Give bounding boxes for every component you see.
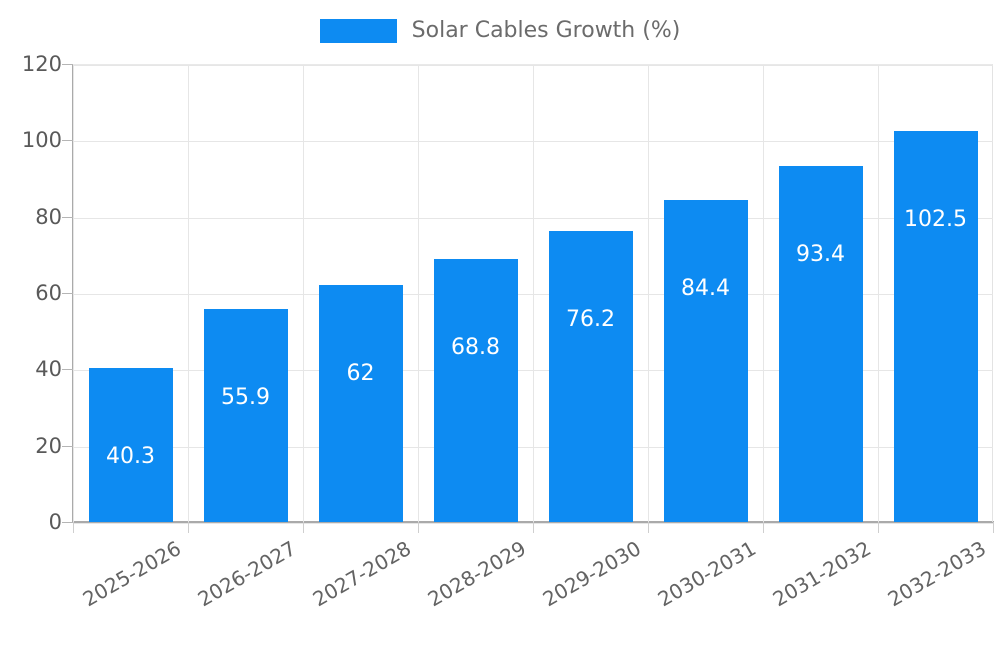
bar[interactable]: 62 [318, 285, 403, 522]
x-axis-tick-mark [533, 522, 534, 533]
gridline-vertical [878, 65, 879, 523]
bar-value-label: 76.2 [566, 307, 615, 333]
gridline-vertical [73, 65, 74, 523]
y-axis-tick-label: 80 [35, 204, 62, 229]
x-axis-tick-mark [418, 522, 419, 533]
y-axis-tick-mark [62, 522, 73, 523]
gridline-vertical [303, 65, 304, 523]
bar[interactable]: 93.4 [778, 165, 863, 522]
y-axis-tick-label: 40 [35, 357, 62, 382]
gridline-vertical [763, 65, 764, 523]
bar-value-label: 40.3 [106, 444, 155, 470]
y-axis-tick-label: 20 [35, 433, 62, 458]
bar[interactable]: 102.5 [893, 130, 978, 522]
y-axis-tick-label: 100 [21, 128, 62, 153]
bar-value-label: 102.5 [904, 206, 967, 232]
bar[interactable]: 68.8 [433, 259, 518, 522]
x-axis-tick-mark [73, 522, 74, 533]
y-axis-tick-label: 60 [35, 281, 62, 305]
x-axis-tick-mark [993, 522, 994, 533]
bar[interactable]: 76.2 [548, 231, 633, 522]
bar-value-label: 68.8 [451, 335, 500, 361]
bar[interactable]: 84.4 [663, 199, 748, 522]
y-axis-tick-mark [62, 140, 73, 142]
x-axis-tick-mark [188, 522, 189, 533]
y-axis-tick-label: 120 [21, 52, 62, 76]
chart-legend: Solar Cables Growth (%) [0, 14, 1000, 48]
gridline-vertical [188, 65, 189, 523]
plot-area: 40.3 55.9 62 68.8 76.2 84.4 93.4 102.5 [73, 64, 993, 524]
y-axis-tick-labels: 0 20 40 60 80 100 120 [0, 0, 62, 600]
y-axis-tick-mark [62, 445, 73, 447]
x-axis-tick-mark [648, 522, 649, 533]
x-axis-tick-mark [878, 522, 879, 533]
bar-value-label: 84.4 [681, 275, 730, 301]
y-axis-tick-mark [62, 64, 73, 65]
y-axis-tick-label: 0 [48, 510, 62, 534]
x-axis-tick-mark [303, 522, 304, 533]
y-axis-tick-mark [62, 293, 73, 294]
bar[interactable]: 40.3 [88, 368, 173, 522]
bar-value-label: 55.9 [221, 384, 270, 410]
gridline-vertical [648, 65, 649, 523]
gridline-vertical [418, 65, 419, 523]
y-axis-tick-mark [62, 369, 73, 371]
legend-label-solar-cables-growth: Solar Cables Growth (%) [411, 18, 681, 43]
bar-chart: Solar Cables Growth (%) 0 20 40 60 80 100 120 … [0, 0, 1000, 612]
bar-value-label: 62 [346, 361, 375, 387]
x-axis-tick-mark [763, 522, 764, 533]
y-axis-tick-mark [62, 216, 73, 218]
gridline-vertical [533, 65, 534, 523]
bar[interactable]: 55.9 [203, 308, 288, 522]
bar-value-label: 93.4 [796, 241, 845, 267]
legend-swatch-solar-cables-growth [319, 19, 397, 43]
